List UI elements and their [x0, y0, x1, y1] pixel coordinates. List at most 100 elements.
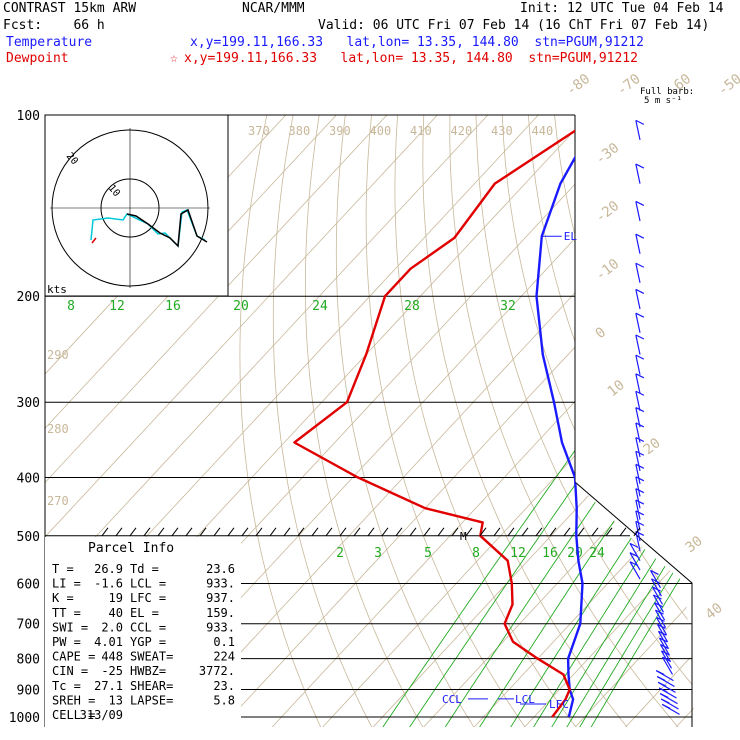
isotherm-label: 0 [593, 324, 609, 342]
dewpoint-marker-icon: ☆ [170, 51, 178, 66]
hatch-mark [395, 527, 403, 537]
isotherm-line [572, 115, 695, 727]
wind-barb-flag [635, 354, 645, 360]
mixing-ratio-line [589, 295, 695, 727]
parcel-row-value: 448 [101, 650, 123, 664]
theta-label: 380 [289, 124, 311, 138]
wind-barb-staff [635, 313, 641, 333]
wind-barb-flag [656, 675, 666, 682]
parcel-row-label: CAPE = [52, 650, 95, 664]
isotherm-line [168, 115, 695, 727]
wind-barb-flag [635, 436, 645, 443]
wind-barb-flag [635, 312, 645, 318]
mixing-ratio-label: 2 [336, 546, 344, 561]
parcel-row-label: T = [52, 562, 74, 576]
wind-barb-flag [662, 656, 671, 662]
wind-barb-staff [635, 437, 641, 458]
wind-barb-flag [657, 623, 666, 630]
dry-adiabat-line [422, 115, 630, 727]
hatch-mark [339, 527, 347, 537]
pressure-label: 100 [17, 109, 40, 124]
mixing-ratio-line [508, 295, 695, 727]
wind-barb-flag [635, 119, 645, 125]
parcel-row-label: K = [52, 591, 74, 605]
hatch-mark [241, 527, 249, 537]
theta-label: 280 [47, 422, 69, 436]
parcel-row-label: CELL = [52, 708, 95, 722]
parcel-row-label2: Td = [130, 562, 159, 576]
wind-barb-flag [635, 520, 645, 526]
parcel-row-label: LI = [52, 577, 81, 591]
wind-barb-staff [635, 407, 641, 428]
hatch-mark [227, 527, 235, 537]
hatch-mark [353, 527, 361, 537]
lcl-label: LCL [515, 693, 535, 706]
mixing-ratio-line [443, 295, 695, 727]
hatch-mark [493, 527, 501, 537]
dry-adiabat-line [698, 57, 740, 730]
mixing-ratio-label: 20 [567, 546, 583, 561]
parcel-box-bg [45, 537, 241, 727]
hatch-mark [633, 527, 641, 537]
wind-barb-staff [635, 391, 641, 411]
dewpoint-legend: Dewpoint [6, 51, 69, 66]
isotherm-label: -30 [593, 140, 623, 168]
dry-adiabat-line [648, 115, 695, 727]
wind-barb-staff [635, 531, 641, 552]
mixing-ratio-line [477, 295, 695, 727]
parcel-row-value: -1.6 [94, 577, 123, 591]
temperature-location: x,y=199.11,166.33 lat,lon= 13.35, 144.80… [190, 35, 644, 50]
mixing-ratio-label: 16 [542, 546, 558, 561]
hatch-mark [437, 527, 445, 537]
theta-label: 270 [47, 494, 69, 508]
isotherm-line [45, 115, 341, 727]
dry-adiabat-line [365, 115, 528, 727]
wind-barb-flag [655, 609, 664, 615]
parcel-row-label: PW = [52, 635, 81, 649]
hatch-mark [143, 527, 151, 537]
wind-barb-flag [660, 698, 670, 704]
dry-adiabat-line [272, 115, 374, 727]
parcel-title: Parcel Info [88, 541, 174, 556]
pressure-label: 1000 [9, 711, 40, 726]
wind-barb-staff [652, 594, 665, 613]
frame-right [574, 115, 693, 727]
hatch-mark [591, 527, 599, 537]
theta-label: 420 [451, 124, 473, 138]
parcel-row-value2: 224 [213, 650, 235, 664]
temperature-trace [535, 115, 601, 718]
wind-barb-flag [658, 687, 668, 693]
hatch-mark [521, 527, 529, 537]
model-title: CONTRAST 15km ARW [3, 1, 137, 16]
hodograph-units: kts [47, 283, 67, 296]
mixing-ratio-label: 28 [404, 299, 420, 314]
wind-barb-flag [655, 670, 665, 676]
isotherm-line [45, 115, 391, 727]
hatch-mark [381, 527, 389, 537]
wind-barb-flag [635, 407, 645, 413]
isotherm-line [45, 115, 442, 727]
dry-adiabat-line [525, 115, 695, 727]
hatch-mark [213, 527, 221, 537]
parcel-row-value2: 937. [206, 591, 235, 605]
wind-barb-flag [629, 561, 639, 567]
hatch-mark [311, 527, 319, 537]
init-time: Init: 12 UTC Tue 04 Feb 14 [520, 1, 724, 16]
parcel-row-label2: YGP = [130, 635, 166, 649]
wind-barb-flag [661, 650, 670, 656]
hatch-mark [563, 527, 571, 537]
hodograph-trace-low [91, 237, 97, 244]
wind-barb-flag [635, 200, 645, 206]
parcel-row-value2: 3772. [199, 664, 235, 678]
hatch-mark [115, 527, 123, 537]
theta-label: 370 [248, 124, 270, 138]
wind-barb-flag [635, 463, 645, 469]
mixing-ratio-lines [380, 295, 695, 727]
dewpoint-trace [293, 115, 600, 718]
hatch-mark [451, 527, 459, 537]
mixing-ratio-label: 16 [165, 299, 181, 314]
parcel-row-value: 40 [109, 606, 123, 620]
hatch-mark [283, 527, 291, 537]
hodograph-trace-upper [126, 208, 208, 248]
